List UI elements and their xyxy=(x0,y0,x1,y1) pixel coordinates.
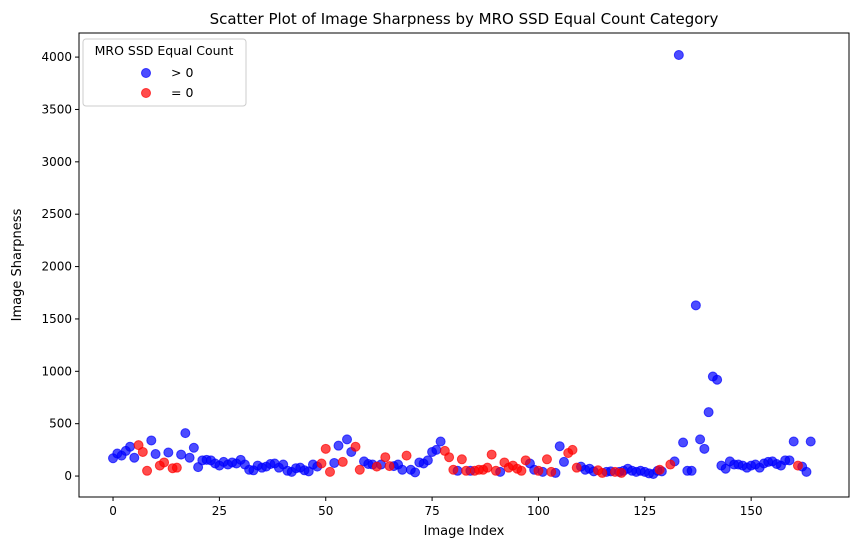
chart-title: Scatter Plot of Image Sharpness by MRO S… xyxy=(210,10,719,28)
y-tick-label: 500 xyxy=(49,417,72,431)
data-point xyxy=(324,466,335,477)
series-eq0 xyxy=(133,440,803,478)
data-point xyxy=(337,456,348,467)
data-point xyxy=(137,446,148,457)
data-point xyxy=(699,443,710,454)
data-point xyxy=(410,467,421,478)
plot-background xyxy=(79,33,849,497)
x-tick-label: 125 xyxy=(633,504,656,518)
data-point xyxy=(712,374,723,385)
data-point xyxy=(163,447,174,458)
data-point xyxy=(444,452,455,463)
data-point xyxy=(571,462,582,473)
data-point xyxy=(422,455,433,466)
data-point xyxy=(316,458,327,469)
data-point xyxy=(678,437,689,448)
data-point xyxy=(516,465,527,476)
y-tick-label: 3500 xyxy=(41,102,72,116)
legend-label-gt0: > 0 xyxy=(171,65,193,80)
data-point xyxy=(686,465,697,476)
y-tick-label: 0 xyxy=(64,469,72,483)
data-point xyxy=(371,461,382,472)
data-point xyxy=(673,50,684,60)
data-point xyxy=(490,465,501,476)
legend-marker-gt0 xyxy=(141,68,151,78)
y-tick-label: 1000 xyxy=(41,364,72,378)
x-axis-label: Image Index xyxy=(424,524,505,539)
x-tick-label: 100 xyxy=(527,504,550,518)
x-tick-label: 50 xyxy=(318,504,333,518)
data-point xyxy=(461,465,472,476)
data-point xyxy=(567,444,578,455)
y-tick-label: 2500 xyxy=(41,207,72,221)
data-point xyxy=(448,464,459,475)
y-tick-label: 1500 xyxy=(41,312,72,326)
data-point xyxy=(597,467,608,478)
data-point xyxy=(703,407,714,418)
data-point xyxy=(486,449,497,460)
data-point xyxy=(520,455,531,466)
data-point xyxy=(435,436,446,447)
data-point xyxy=(654,464,665,475)
points-layer xyxy=(108,50,816,479)
data-point xyxy=(384,461,395,472)
plot-frame xyxy=(78,32,850,498)
data-point xyxy=(558,456,569,467)
data-point xyxy=(554,441,565,452)
data-point xyxy=(380,452,391,463)
data-point xyxy=(665,459,676,470)
legend-box xyxy=(82,38,247,107)
data-point xyxy=(805,436,816,447)
data-point xyxy=(176,449,187,460)
y-axis-label: Image Sharpness xyxy=(10,208,25,321)
legend-title: MRO SSD Equal Count xyxy=(95,43,234,58)
data-point xyxy=(401,450,412,461)
data-point xyxy=(150,449,161,460)
data-point xyxy=(431,444,442,455)
data-point xyxy=(720,463,731,474)
data-point xyxy=(171,462,182,473)
legend-label-eq0: = 0 xyxy=(171,85,193,100)
data-point xyxy=(146,435,157,446)
data-point xyxy=(188,442,199,453)
x-tick-label: 150 xyxy=(740,504,763,518)
data-point xyxy=(329,457,340,468)
data-point xyxy=(616,467,627,478)
data-point xyxy=(695,434,706,445)
data-point xyxy=(788,436,799,447)
data-point xyxy=(784,455,795,466)
x-tick-label: 75 xyxy=(424,504,439,518)
data-point xyxy=(159,457,170,468)
data-point xyxy=(354,464,365,475)
data-point xyxy=(792,460,803,471)
x-tick-label: 0 xyxy=(109,504,117,518)
y-tick-label: 3000 xyxy=(41,155,72,169)
data-point xyxy=(397,464,408,475)
y-tick-label: 4000 xyxy=(41,50,72,64)
data-point xyxy=(142,465,153,476)
data-point xyxy=(482,462,493,473)
data-point xyxy=(541,454,552,465)
legend-marker-eq0 xyxy=(141,88,151,98)
data-point xyxy=(690,300,701,311)
legend: MRO SSD Equal Count > 0 = 0 xyxy=(82,38,247,107)
data-point xyxy=(350,441,361,452)
data-point xyxy=(801,466,812,477)
x-tick-label: 25 xyxy=(212,504,227,518)
data-point xyxy=(180,428,191,439)
data-point xyxy=(129,452,140,463)
data-point xyxy=(546,466,557,477)
y-tick-label: 2000 xyxy=(41,260,72,274)
data-point xyxy=(456,454,467,465)
data-point xyxy=(320,443,331,454)
data-point xyxy=(333,440,344,451)
data-point xyxy=(125,441,136,452)
ticks-layer: 0 25 50 75 100 125 150050010001500200025003000… xyxy=(41,50,762,518)
data-point xyxy=(342,434,353,445)
data-point xyxy=(184,452,195,463)
data-point xyxy=(533,465,544,476)
